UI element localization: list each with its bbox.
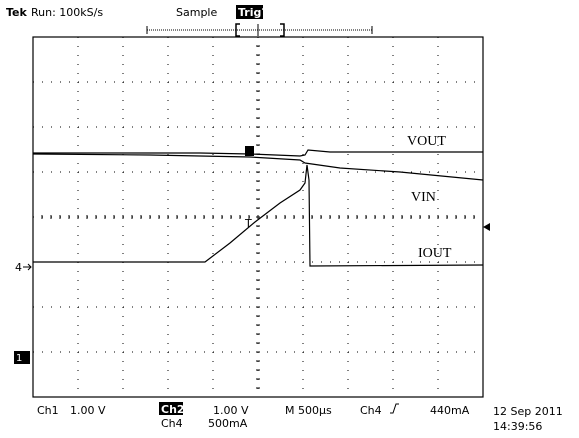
status: Run: 100kS/s bbox=[31, 6, 103, 19]
timebase: M 500µs bbox=[285, 404, 332, 417]
time: 14:39:56 bbox=[493, 420, 542, 433]
grid bbox=[32, 36, 484, 398]
ch1-ground-marker: 1 bbox=[16, 353, 22, 364]
trigger-source: Ch4 bbox=[360, 404, 382, 417]
ch4-arrow bbox=[23, 263, 32, 271]
ch4-scale: 500mA bbox=[208, 417, 248, 430]
trigger-state: Trig? bbox=[238, 6, 268, 19]
vin-label: VIN bbox=[411, 190, 436, 205]
date: 12 Sep 2011 bbox=[493, 405, 563, 418]
brand: Tek bbox=[6, 6, 28, 19]
ch1-scale: 1.00 V bbox=[70, 404, 106, 417]
iout-trace bbox=[33, 164, 484, 267]
ch2-label: Ch2 bbox=[161, 403, 185, 416]
trigger-level: 440mA bbox=[430, 404, 470, 417]
acq-mode: Sample bbox=[176, 6, 217, 19]
iout-label: IOUT bbox=[418, 246, 452, 261]
trigger-badge bbox=[236, 5, 263, 19]
ch1-marker-box bbox=[14, 351, 30, 364]
trigger-level-marker: T bbox=[244, 217, 252, 230]
vout-label: VOUT bbox=[407, 134, 446, 149]
trigger-arrow bbox=[483, 223, 490, 231]
ch2-badge bbox=[159, 402, 183, 415]
record-bar bbox=[146, 23, 373, 37]
trigger-slope bbox=[390, 403, 399, 414]
ch1-label: Ch1 bbox=[37, 404, 59, 417]
ch4-label: Ch4 bbox=[161, 417, 183, 430]
ch4-ground-marker: 4 bbox=[15, 261, 22, 274]
vout-trace bbox=[33, 149, 483, 157]
vin-trace bbox=[32, 153, 484, 181]
ch2-marker bbox=[245, 146, 254, 156]
ch2-scale: 1.00 V bbox=[213, 404, 249, 417]
